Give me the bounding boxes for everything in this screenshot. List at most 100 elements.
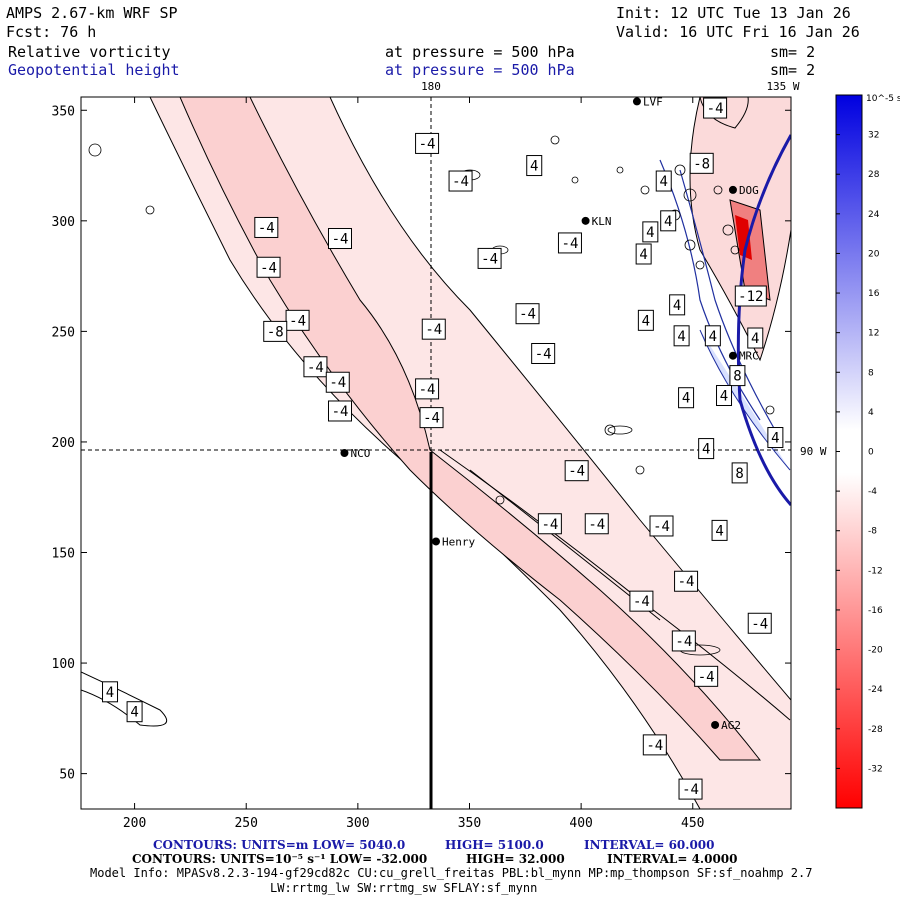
contour-label: -4 — [653, 519, 670, 535]
footer-vort-contours: CONTOURS: UNITS=10⁻⁵ s⁻¹ LOW= -32.000 — [132, 852, 428, 866]
contour-label: 4 — [106, 685, 114, 701]
contour-label-box — [669, 294, 686, 316]
station-marker — [728, 351, 737, 360]
footer-vort-high: HIGH= 32.000 — [466, 852, 565, 866]
station-label: DOG — [739, 184, 759, 197]
station-marker — [340, 449, 349, 457]
y-tick-label: 300 — [52, 215, 75, 230]
colorbar-tick-label: 32 — [868, 131, 879, 141]
contour-label: 8 — [733, 369, 741, 385]
contour-label: -4 — [425, 322, 442, 338]
contour-label: -4 — [419, 136, 436, 152]
valid-time: Valid: 16 UTC Fri 16 Jan 26 — [616, 23, 860, 41]
colorbar — [835, 94, 863, 809]
footer-physics-info: LW:rrtmg_lw SW:rrtmg_sw SFLAY:sf_mynn — [270, 881, 538, 895]
station-label: NCO — [350, 447, 370, 460]
contour-label-box — [671, 630, 696, 652]
contour-label-box — [303, 356, 328, 378]
colorbar-tick-label: -12 — [868, 566, 883, 576]
x-tick-label: 200 — [123, 816, 146, 831]
contour-label: -4 — [707, 101, 724, 117]
contour-label: -8 — [267, 324, 284, 340]
x-tick-label: 300 — [346, 816, 369, 831]
contour-labels: -4-44-4-4-4-4-4-4-8 -4-4-4-4-4-4-4-4-4-4-… — [102, 97, 784, 800]
station-label: Henry — [442, 535, 475, 548]
contour-label: -4 — [541, 517, 558, 533]
contour-label-box — [767, 427, 784, 449]
contour-label-box — [564, 460, 589, 482]
contour-label-box — [716, 385, 733, 407]
contour-label-box — [747, 612, 772, 634]
contour-label-box — [126, 701, 143, 723]
contour-label: -4 — [675, 634, 692, 650]
contour-label: -4 — [260, 260, 277, 276]
vorticity-field — [81, 97, 791, 809]
colorbar-tick-label: -16 — [868, 606, 883, 616]
contour-label-box — [642, 221, 659, 243]
contour-label: 4 — [715, 523, 723, 539]
station-label: AG2 — [721, 719, 741, 732]
contour-label: 4 — [660, 174, 668, 190]
contour-label: -4 — [481, 251, 498, 267]
contour-label: -4 — [682, 782, 699, 798]
contour-label-box — [731, 462, 748, 484]
footer-height-high: HIGH= 5100.0 — [445, 838, 544, 852]
contour-label: 4 — [673, 298, 681, 314]
y-tick-label: 100 — [52, 657, 75, 672]
station-marker — [728, 185, 737, 194]
contour-label: -4 — [419, 382, 436, 398]
contour-label-box — [637, 309, 654, 331]
contour-label-box — [526, 155, 543, 177]
contour-label-box — [703, 97, 728, 119]
station-label: MRC — [739, 350, 759, 363]
contour-label: -4 — [588, 517, 605, 533]
contour-label-box — [325, 371, 350, 393]
x-tick-label: 450 — [681, 816, 704, 831]
station-marker — [711, 720, 720, 729]
contour-label: -4 — [332, 232, 349, 248]
contour-label: 4 — [639, 247, 647, 263]
contour-label: 4 — [751, 331, 759, 347]
contour-label-box — [689, 152, 714, 174]
contour-label: 4 — [642, 313, 650, 329]
contour-label: 4 — [130, 705, 138, 721]
contour-label-box — [673, 325, 690, 347]
contour-label-box — [415, 378, 440, 400]
contour-label-box — [415, 132, 440, 154]
contour-label-box — [256, 256, 281, 278]
footer-model-info: Model Info: MPASv8.2.3-194-gf29cd82c CU:… — [90, 866, 813, 880]
contour-label-box — [531, 342, 556, 364]
contour-label: 4 — [709, 329, 717, 345]
contour-label: -4 — [562, 236, 579, 252]
contour-label: -4 — [329, 375, 346, 391]
lon-label-top-right: 135 W — [766, 80, 799, 93]
y-tick-label: 50 — [59, 768, 75, 783]
lon-label-top: 180 — [421, 80, 441, 93]
contour-label-box — [635, 243, 652, 265]
contour-label: 4 — [702, 442, 710, 458]
contour-label-box — [660, 210, 677, 232]
contour-label: -8 — [693, 156, 710, 172]
contour-label-box — [698, 438, 715, 460]
colorbar-tick-label: -28 — [868, 725, 883, 735]
field2-name: Geopotential height — [8, 61, 180, 79]
contour-label: 4 — [682, 391, 690, 407]
contour-label-box — [655, 170, 672, 192]
contour-label: -4 — [332, 404, 349, 420]
colorbar-tick-label: -4 — [868, 487, 877, 497]
contour-label-box — [263, 320, 288, 342]
contour-label-box — [629, 590, 654, 612]
contour-label: -4 — [568, 464, 585, 480]
field1-name: Relative vorticity — [8, 43, 171, 61]
model-title: AMPS 2.67-km WRF SP — [6, 4, 178, 22]
stations: KLN NCO Henry MRC AG2 LVF DOG — [340, 95, 759, 732]
colorbar-tick-label: -32 — [868, 764, 883, 774]
contour-label: -4 — [289, 313, 306, 329]
contour-label: 4 — [646, 225, 654, 241]
contour-label-box — [711, 519, 728, 541]
station-marker — [581, 216, 590, 225]
footer-height-interval: INTERVAL= 60.000 — [584, 838, 715, 852]
contour-label-box — [747, 327, 764, 349]
axes: 200 250 300 350 400 450 50 100 150 200 250 300 350 — [52, 97, 791, 831]
plot-frame — [80, 96, 792, 810]
